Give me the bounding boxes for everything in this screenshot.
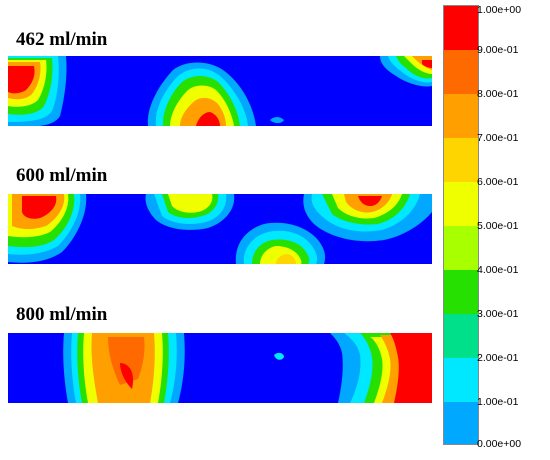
legend-tick-label: 5.00e-01 [477, 220, 519, 232]
legend-cell-7 [444, 314, 478, 358]
contour-panel-600 [8, 194, 432, 264]
contour-panel-800 [8, 333, 432, 403]
legend-tick-label: 2.00e-01 [477, 352, 519, 364]
legend-cell-3 [444, 138, 478, 182]
legend-tick-label: 7.00e-01 [477, 132, 519, 144]
legend-tick-label: 1.00e-01 [477, 396, 519, 408]
legend-cell-2 [444, 94, 478, 138]
legend-cell-6 [444, 270, 478, 314]
panel-label-462: 462 ml/min [16, 29, 108, 50]
legend-cell-0 [444, 6, 478, 50]
legend-color-bar [443, 5, 479, 445]
legend-cell-1 [444, 50, 478, 94]
legend-tick-label: 9.00e-01 [477, 44, 519, 56]
legend-cell-4 [444, 182, 478, 226]
panel-label-600: 600 ml/min [16, 165, 108, 186]
panel-label-800: 800 ml/min [16, 304, 108, 325]
legend-tick-label: 3.00e-01 [477, 308, 519, 320]
legend-cell-5 [444, 226, 478, 270]
legend-tick-label: 8.00e-01 [477, 88, 519, 100]
legend-cell-8 [444, 358, 478, 402]
contour-panel-462 [8, 56, 432, 126]
legend-tick-label: 4.00e-01 [477, 264, 519, 276]
legend-tick-label: 0.00e+00 [477, 438, 522, 450]
legend-tick-label: 1.00e+00 [477, 4, 522, 16]
legend-tick-label: 6.00e-01 [477, 176, 519, 188]
color-legend: 1.00e+00 9.00e-01 8.00e-01 7.00e-01 6.00… [443, 5, 550, 455]
legend-cell-9 [444, 402, 478, 444]
